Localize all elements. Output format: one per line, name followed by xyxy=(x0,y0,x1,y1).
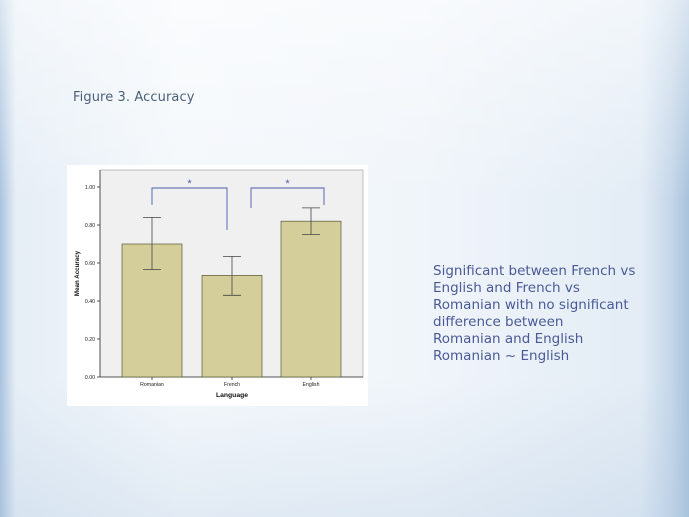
error-bars xyxy=(143,207,320,296)
y-tick-label: 0.00 xyxy=(85,375,95,381)
significance-star: * xyxy=(285,178,290,190)
x-tick-label: French xyxy=(224,382,240,388)
note-line: English and French vs xyxy=(433,280,580,296)
figure-title: Figure 3. Accuracy xyxy=(73,90,195,105)
x-axis: Romanian French English xyxy=(100,376,363,388)
x-tick-label: Romanian xyxy=(140,382,164,388)
y-tick-label: 0.60 xyxy=(85,261,95,267)
note-line: Romanian and English xyxy=(433,331,584,347)
note-line: difference between xyxy=(433,314,564,330)
y-axis: 0.00 0.20 0.40 0.60 0.80 1.00 xyxy=(85,170,101,381)
significance-star: * xyxy=(187,178,192,190)
note-line: Romanian with no significant xyxy=(433,297,629,313)
significance-bracket xyxy=(151,187,228,230)
x-tick-label: English xyxy=(302,382,319,388)
y-tick-label: 0.40 xyxy=(85,299,95,305)
significance-brackets: * * xyxy=(151,178,325,230)
x-axis-label: Language xyxy=(216,392,248,399)
y-tick-label: 0.80 xyxy=(85,223,95,229)
significance-bracket xyxy=(250,187,325,208)
note-line: Romanian ~ English xyxy=(433,348,570,364)
y-tick-label: 0.20 xyxy=(85,337,95,343)
note-line: Significant between French vs xyxy=(433,263,636,279)
chart-frame: 0.00 0.20 0.40 0.60 0.80 1.00 Romanian French E… xyxy=(67,165,368,406)
y-axis-label: Mean Accuracy xyxy=(74,250,81,296)
bar-chart: 0.00 0.20 0.40 0.60 0.80 1.00 Romanian French E… xyxy=(74,169,364,399)
bars xyxy=(121,220,342,378)
y-tick-label: 1.00 xyxy=(85,185,95,191)
significance-note: Significant between French vs English an… xyxy=(433,263,663,365)
bar xyxy=(280,220,342,378)
